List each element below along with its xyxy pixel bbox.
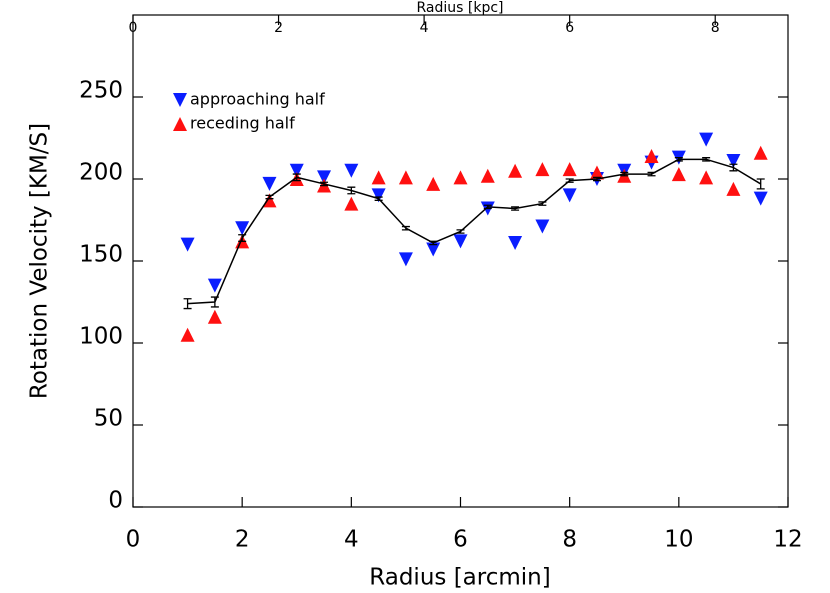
marker bbox=[562, 162, 577, 177]
error-bar bbox=[647, 171, 656, 177]
legend-label: approaching half bbox=[190, 90, 325, 109]
marker bbox=[207, 309, 222, 324]
y-tick-label: 200 bbox=[79, 160, 123, 186]
marker bbox=[453, 170, 468, 185]
y-tick-label: 0 bbox=[108, 488, 123, 514]
marker bbox=[753, 145, 768, 160]
marker bbox=[398, 252, 413, 267]
error-bar bbox=[347, 186, 356, 195]
legend-label: receding half bbox=[190, 114, 295, 133]
legend-marker bbox=[173, 117, 187, 131]
marker bbox=[562, 188, 577, 203]
error-bar bbox=[429, 240, 438, 246]
marker bbox=[508, 235, 523, 250]
error-bar bbox=[674, 157, 683, 162]
marker bbox=[726, 153, 741, 168]
marker bbox=[508, 163, 523, 178]
error-bar bbox=[238, 234, 247, 242]
error-bar bbox=[729, 163, 738, 172]
marker bbox=[371, 188, 386, 203]
marker bbox=[180, 237, 195, 252]
error-bar bbox=[483, 204, 492, 210]
marker bbox=[535, 219, 550, 234]
marker bbox=[589, 165, 604, 180]
mean-line bbox=[187, 158, 762, 305]
marker bbox=[207, 278, 222, 293]
error-bar bbox=[565, 178, 574, 183]
marker bbox=[699, 132, 714, 147]
top-tick-label: 8 bbox=[711, 20, 720, 36]
error-bar bbox=[374, 196, 383, 201]
error-bar bbox=[456, 229, 465, 234]
y-tick-label: 250 bbox=[79, 78, 123, 104]
y-tick-label: 100 bbox=[79, 324, 123, 350]
error-bar bbox=[702, 157, 711, 162]
marker bbox=[262, 193, 277, 208]
top-tick-label: 2 bbox=[274, 20, 283, 36]
error-bar bbox=[292, 173, 301, 182]
x-tick-label: 6 bbox=[453, 527, 468, 553]
marker bbox=[371, 170, 386, 185]
error-bar bbox=[210, 296, 219, 308]
marker bbox=[480, 168, 495, 183]
error-bar bbox=[320, 181, 329, 187]
marker bbox=[535, 162, 550, 177]
x-tick-label: 4 bbox=[344, 527, 359, 553]
marker bbox=[699, 170, 714, 185]
marker bbox=[180, 327, 195, 342]
error-bar bbox=[620, 171, 629, 177]
marker bbox=[262, 176, 277, 191]
marker bbox=[317, 170, 332, 185]
marker bbox=[426, 242, 441, 257]
top-tick-label: 4 bbox=[420, 20, 429, 36]
x-tick-label: 0 bbox=[126, 527, 141, 553]
marker bbox=[235, 221, 250, 236]
marker bbox=[344, 163, 359, 178]
top-tick-label: 6 bbox=[565, 20, 574, 36]
marker bbox=[726, 181, 741, 196]
y-tick-label: 150 bbox=[79, 242, 123, 268]
marker bbox=[753, 191, 768, 206]
error-bar bbox=[538, 201, 547, 206]
error-bar bbox=[401, 225, 410, 231]
top-tick-label: 0 bbox=[129, 20, 138, 36]
marker bbox=[453, 234, 468, 249]
x-tick-label: 2 bbox=[235, 527, 250, 553]
y-axis-label: Rotation Velocity [KM/S] bbox=[27, 123, 53, 399]
x-tick-label: 8 bbox=[562, 527, 577, 553]
marker bbox=[344, 196, 359, 211]
marker bbox=[671, 167, 686, 182]
error-bar bbox=[756, 178, 765, 190]
marker bbox=[289, 163, 304, 178]
error-bar bbox=[511, 206, 520, 211]
x-tick-label: 10 bbox=[664, 527, 693, 553]
legend-marker bbox=[173, 93, 187, 107]
error-bar bbox=[265, 194, 274, 200]
top-axis-label: Radius [kpc] bbox=[416, 0, 503, 16]
y-tick-label: 50 bbox=[94, 406, 123, 432]
marker bbox=[644, 149, 659, 164]
error-bar bbox=[592, 176, 601, 182]
marker bbox=[426, 176, 441, 191]
x-tick-label: 12 bbox=[773, 527, 802, 553]
marker bbox=[398, 170, 413, 185]
x-axis-label: Radius [arcmin] bbox=[369, 565, 550, 591]
error-bar bbox=[183, 298, 192, 310]
